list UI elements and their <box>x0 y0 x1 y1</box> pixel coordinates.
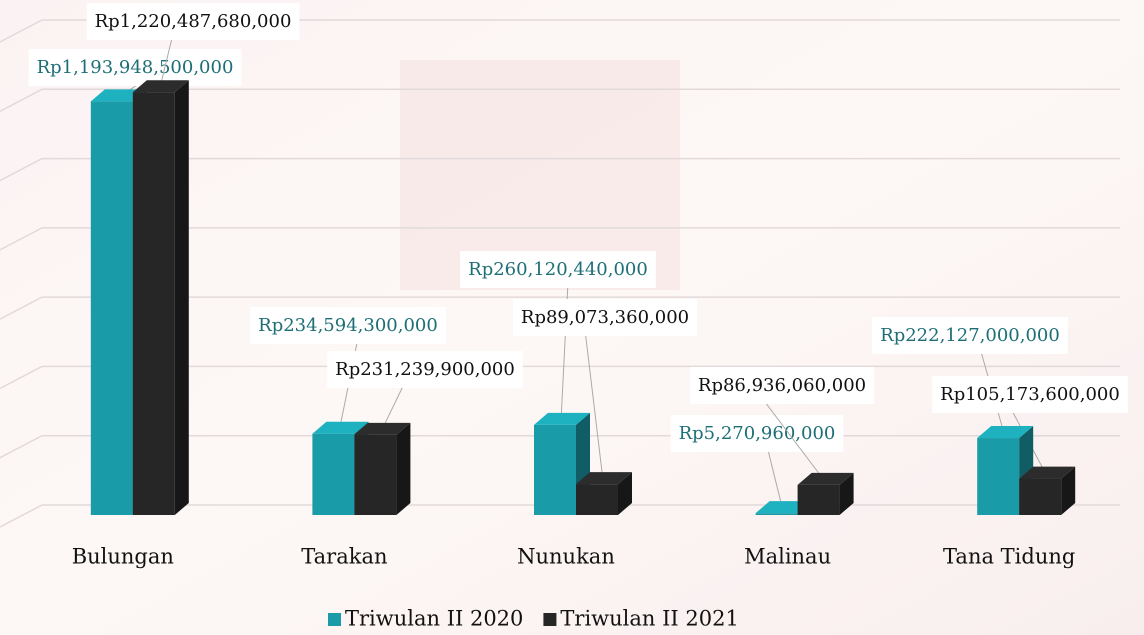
chart: Rp1,193,948,500,000 Rp1,220,487,680,000 Rp… <box>0 0 1144 635</box>
legend-swatch <box>543 613 556 626</box>
value-label: Rp1,193,948,500,000 <box>37 57 234 78</box>
bar <box>1019 467 1075 515</box>
bar-side <box>396 423 410 515</box>
legend-label: Triwulan II 2020 <box>345 607 523 631</box>
value-label: Rp222,127,000,000 <box>880 325 1060 346</box>
value-label: Rp89,073,360,000 <box>521 307 689 328</box>
bar-front <box>977 438 1019 515</box>
legend-swatch <box>328 613 341 626</box>
value-label: Rp231,239,900,000 <box>335 359 515 380</box>
bar-front <box>576 484 618 515</box>
bar-front <box>756 513 798 515</box>
bar-front <box>91 101 133 515</box>
x-tick-label: Bulungan <box>72 545 174 569</box>
value-label: Rp1,220,487,680,000 <box>95 11 292 32</box>
bar-front <box>354 435 396 515</box>
bar-front <box>534 425 576 515</box>
x-tick-label: Tana Tidung <box>943 545 1075 569</box>
bar-front <box>798 485 840 515</box>
bar <box>576 472 632 515</box>
bar-front <box>312 434 354 515</box>
x-tick-label: Malinau <box>744 545 831 569</box>
bar <box>798 473 854 515</box>
value-label: Rp234,594,300,000 <box>258 315 438 336</box>
x-tick-label: Nunukan <box>517 545 615 569</box>
bar-front <box>133 92 175 515</box>
page: {"chart_data": {"type": "bar3d", "catego… <box>0 0 1144 635</box>
bar <box>133 80 189 515</box>
bar-side <box>175 80 189 515</box>
bar <box>354 423 410 515</box>
value-label: Rp260,120,440,000 <box>468 259 648 280</box>
value-label: Rp5,270,960,000 <box>679 423 836 444</box>
value-label: Rp105,173,600,000 <box>940 384 1120 405</box>
legend-label: Triwulan II 2021 <box>560 607 738 631</box>
x-tick-label: Tarakan <box>301 545 387 569</box>
value-label: Rp86,936,060,000 <box>698 375 866 396</box>
bar-front <box>1019 479 1061 515</box>
